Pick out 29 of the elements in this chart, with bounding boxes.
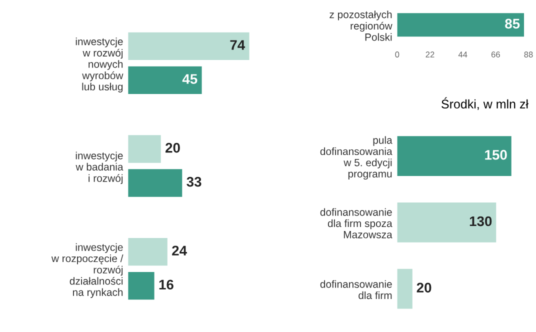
y-tick-label: dofinansowanie dla firm spoza Mazowsza (320, 208, 392, 238)
bar (128, 238, 168, 266)
bar (128, 272, 154, 300)
data-label: 74 (230, 40, 246, 50)
data-label: 150 (485, 150, 507, 160)
bar (128, 66, 202, 94)
data-label: 16 (159, 280, 174, 290)
data-label: 20 (416, 282, 432, 293)
bar (128, 32, 250, 60)
bar (128, 169, 182, 197)
bar (128, 135, 161, 163)
y-tick-label: z pozostałych regionów Polski (330, 10, 392, 41)
data-label: 45 (182, 74, 198, 84)
data-label: 85 (505, 18, 520, 29)
y-tick-label: inwestycje w badania i rozwój (76, 152, 124, 184)
y-tick-label: inwestycje w rozwój nowych wyrobów lub usług (76, 38, 124, 92)
data-label: 33 (186, 176, 202, 187)
y-tick-label: inwestycje w rozpoczęcie / rozwój działalności na rynkach (51, 243, 124, 298)
x-tick-label: 22 (426, 52, 434, 58)
x-tick-label: 44 (458, 52, 468, 58)
x-tick-label: 66 (491, 52, 500, 58)
data-label: 24 (172, 246, 187, 256)
chart-title: Środki, w mln zł (442, 97, 528, 110)
x-tick-label: 0 (395, 52, 400, 58)
x-tick-label: 88 (524, 52, 533, 58)
y-tick-label: dofinansowanie dla firm (320, 280, 392, 300)
y-tick-label: pula dofinansowania w 5. edycji programu (320, 136, 392, 180)
data-label: 20 (166, 142, 180, 153)
data-label: 130 (470, 216, 492, 226)
